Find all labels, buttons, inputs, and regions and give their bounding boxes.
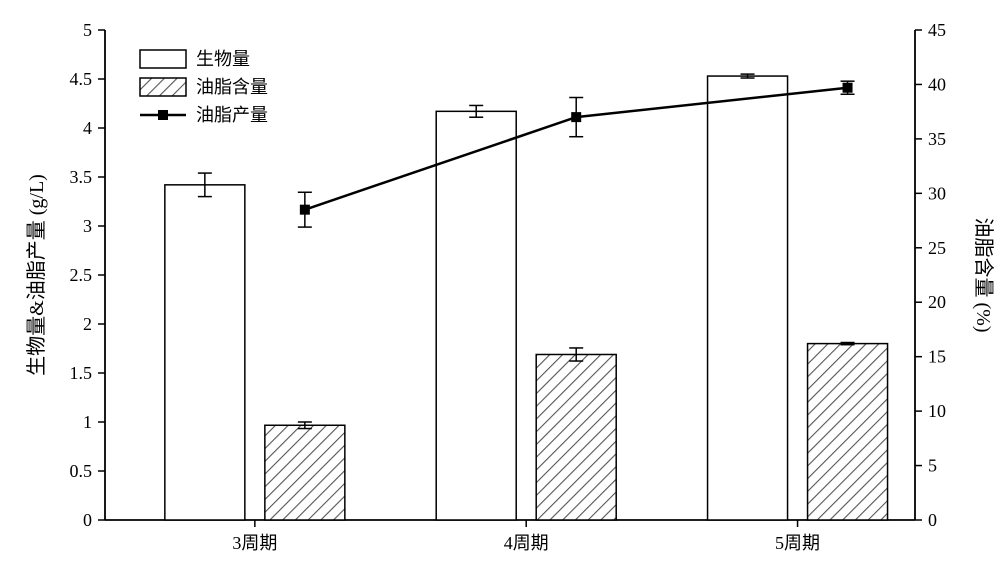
lipid-content-bar xyxy=(536,354,616,520)
chart-container: 0 0.5 1 1.5 2 2.5 3 3.5 4 4.5 5 0 5 10 15 20 25 30 35 40 45 3… xyxy=(0,0,1000,580)
svg-text:4: 4 xyxy=(83,118,92,138)
biomass-bar xyxy=(436,111,516,520)
svg-text:15: 15 xyxy=(928,347,946,367)
legend-label-lipid-content: 油脂含量 xyxy=(196,77,268,97)
legend-label-lipid-yield: 油脂产量 xyxy=(196,105,268,125)
svg-text:5: 5 xyxy=(83,20,92,40)
svg-text:生物量&油脂产量 (g/L): 生物量&油脂产量 (g/L) xyxy=(25,174,48,376)
svg-text:3: 3 xyxy=(83,216,92,236)
legend-label-biomass: 生物量 xyxy=(196,49,250,69)
svg-text:1: 1 xyxy=(83,412,92,432)
svg-text:2.5: 2.5 xyxy=(70,265,93,285)
svg-text:35: 35 xyxy=(928,129,946,149)
svg-text:3.5: 3.5 xyxy=(70,167,93,187)
svg-text:0.5: 0.5 xyxy=(70,461,93,481)
svg-text:3周期: 3周期 xyxy=(232,533,277,553)
svg-text:5: 5 xyxy=(928,456,937,476)
lipid-content-bar xyxy=(808,344,888,520)
svg-text:4.5: 4.5 xyxy=(70,69,93,89)
svg-text:2: 2 xyxy=(83,314,92,334)
svg-text:10: 10 xyxy=(928,401,946,421)
svg-text:5周期: 5周期 xyxy=(775,533,820,553)
chart-svg: 0 0.5 1 1.5 2 2.5 3 3.5 4 4.5 5 0 5 10 15 20 25 30 35 40 45 3… xyxy=(0,0,1000,580)
svg-text:30: 30 xyxy=(928,183,946,203)
svg-text:4周期: 4周期 xyxy=(504,533,549,553)
svg-text:0: 0 xyxy=(928,510,937,530)
lipid-content-bar xyxy=(265,425,345,520)
svg-text:20: 20 xyxy=(928,292,946,312)
svg-text:0: 0 xyxy=(83,510,92,530)
svg-text:1.5: 1.5 xyxy=(70,363,93,383)
svg-text:45: 45 xyxy=(928,20,946,40)
biomass-bar xyxy=(708,76,788,520)
legend-swatch-lipid-content xyxy=(140,78,186,96)
legend-swatch-biomass xyxy=(140,50,186,68)
svg-text:油脂含量 (%): 油脂含量 (%) xyxy=(972,218,995,333)
legend-swatch-lipid-yield-marker xyxy=(158,110,168,120)
svg-text:40: 40 xyxy=(928,74,946,94)
biomass-bar xyxy=(165,185,245,520)
svg-text:25: 25 xyxy=(928,238,946,258)
